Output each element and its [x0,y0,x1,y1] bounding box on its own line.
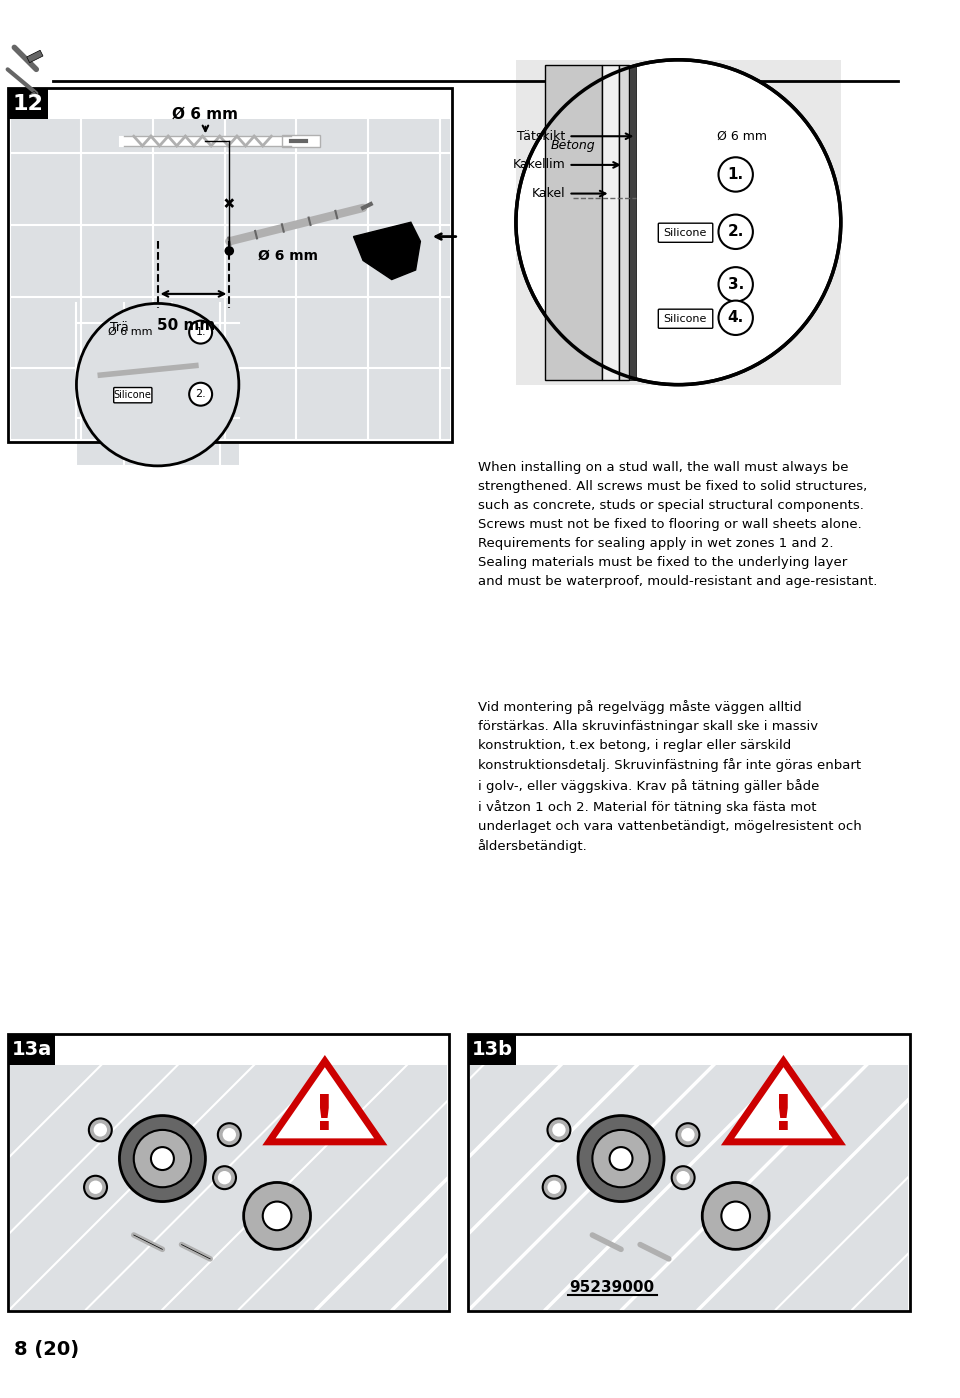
Text: Kakel: Kakel [532,187,565,200]
Circle shape [718,214,753,249]
Polygon shape [31,91,40,99]
Circle shape [721,1201,750,1230]
Text: 2.: 2. [195,389,206,400]
Circle shape [610,1148,633,1170]
Text: 1.: 1. [728,166,744,182]
Text: Ø 6 mm: Ø 6 mm [258,249,318,263]
Text: 13a: 13a [12,1040,52,1060]
Bar [629,64,636,380]
Bar [619,64,629,380]
Bar [544,64,602,380]
Text: 3.: 3. [728,277,744,292]
Text: 1.: 1. [195,327,206,337]
Circle shape [672,1166,695,1190]
Circle shape [682,1128,695,1141]
FancyBboxPatch shape [659,224,712,242]
Text: When installing on a stud wall, the wall must always be
strengthened. All screws: When installing on a stud wall, the wall… [478,461,877,589]
Circle shape [133,1130,191,1187]
Text: !: ! [314,1092,336,1139]
Circle shape [189,320,212,344]
Circle shape [516,60,841,384]
Circle shape [244,1183,310,1250]
Circle shape [718,267,753,302]
Text: Silicone: Silicone [663,228,707,238]
Bar [468,1035,909,1311]
Bar [77,303,239,466]
Circle shape [718,157,753,192]
Bar [8,88,48,119]
Text: 95239000: 95239000 [569,1281,654,1295]
Circle shape [119,1116,205,1201]
Circle shape [218,1172,231,1184]
Text: 13b: 13b [471,1040,513,1060]
Circle shape [542,1176,565,1198]
Text: Trä: Trä [110,320,129,334]
Polygon shape [269,1061,381,1142]
Text: 12: 12 [12,94,43,113]
Text: Ø 6 mm: Ø 6 mm [108,327,153,337]
Text: Ø 6 mm: Ø 6 mm [173,106,238,122]
Bar [468,1035,516,1065]
Text: 4.: 4. [728,310,744,326]
Circle shape [547,1180,561,1194]
Circle shape [94,1123,107,1137]
Text: Ø 6 mm: Ø 6 mm [716,130,767,143]
Circle shape [77,303,239,466]
Bar [8,88,452,442]
Polygon shape [728,1061,839,1142]
Bar [10,1065,447,1310]
Circle shape [223,1128,236,1141]
Bar [602,64,619,380]
Circle shape [552,1123,565,1137]
Circle shape [151,1148,174,1170]
Text: Vid montering på regelvägg måste väggen alltid
förstärkas. Alla skruvinfästninga: Vid montering på regelvägg måste väggen … [478,700,861,853]
Bar [516,60,841,384]
Bar [8,1035,449,1311]
Circle shape [578,1116,664,1201]
Circle shape [89,1180,102,1194]
FancyBboxPatch shape [113,387,152,403]
Text: 8 (20): 8 (20) [14,1341,80,1359]
Bar [8,1035,56,1065]
Circle shape [218,1123,241,1146]
Text: Silicone: Silicone [663,313,707,324]
Text: 50 mm: 50 mm [157,317,215,333]
Text: Betong: Betong [551,140,595,152]
Circle shape [547,1118,570,1141]
Circle shape [213,1166,236,1190]
Circle shape [225,246,234,256]
Circle shape [89,1118,111,1141]
Bar [282,136,320,147]
Polygon shape [27,50,43,63]
Circle shape [677,1123,700,1146]
Text: Silicone: Silicone [114,390,152,400]
Bar [10,1065,447,1310]
Bar [470,1065,907,1310]
Circle shape [84,1176,107,1198]
Text: 2.: 2. [728,224,744,239]
Text: Tätskikt: Tätskikt [517,130,565,143]
Circle shape [263,1201,292,1230]
Circle shape [189,383,212,405]
Bar [10,119,450,440]
Bar [470,1065,907,1310]
Circle shape [718,301,753,336]
Circle shape [677,1172,690,1184]
Text: !: ! [772,1092,795,1139]
Circle shape [592,1130,650,1187]
Polygon shape [353,222,420,280]
FancyBboxPatch shape [659,309,712,329]
Circle shape [703,1183,769,1250]
Text: Kakellim: Kakellim [513,158,565,172]
